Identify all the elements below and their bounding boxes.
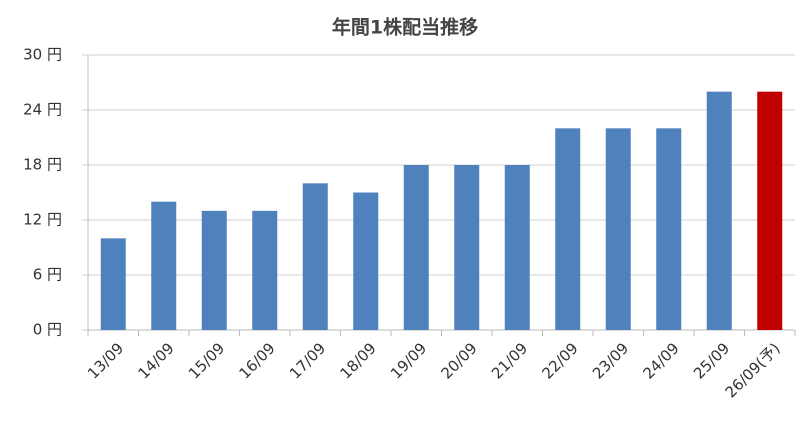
x-tick-label: 25/09 xyxy=(690,339,733,382)
bar xyxy=(454,165,480,330)
bar xyxy=(555,128,581,330)
x-tick-label: 21/09 xyxy=(488,339,531,382)
x-tick-label: 18/09 xyxy=(336,339,379,382)
x-tick-label: 22/09 xyxy=(538,339,581,382)
bar xyxy=(757,91,783,331)
y-tick-label: 24 円 xyxy=(23,101,62,119)
bar xyxy=(706,91,732,331)
x-tick-label: 20/09 xyxy=(437,339,480,382)
bar xyxy=(504,165,530,330)
y-tick-label: 6 円 xyxy=(33,266,62,284)
x-tick-label: 23/09 xyxy=(589,339,632,382)
x-tick-label: 26/09(予) xyxy=(722,339,784,401)
x-tick-label: 17/09 xyxy=(286,339,329,382)
y-tick-label: 18 円 xyxy=(23,156,62,174)
bar xyxy=(353,192,379,330)
bar xyxy=(201,210,227,330)
x-tick-label: 15/09 xyxy=(185,339,228,382)
x-tick-label: 19/09 xyxy=(387,339,430,382)
y-tick-label: 12 円 xyxy=(23,211,62,229)
bar xyxy=(403,165,429,330)
y-tick-label: 0 円 xyxy=(33,321,62,339)
bar xyxy=(656,128,682,330)
bar xyxy=(100,238,126,330)
x-tick-label: 13/09 xyxy=(84,339,127,382)
bar xyxy=(151,201,177,330)
bar xyxy=(252,210,278,330)
chart-title: 年間1株配当推移 xyxy=(332,16,478,39)
bar xyxy=(605,128,631,330)
y-tick-label: 30 円 xyxy=(23,46,62,64)
bar xyxy=(302,183,328,330)
x-tick-label: 14/09 xyxy=(134,339,177,382)
x-tick-label: 16/09 xyxy=(235,339,278,382)
x-tick-label: 24/09 xyxy=(639,339,682,382)
